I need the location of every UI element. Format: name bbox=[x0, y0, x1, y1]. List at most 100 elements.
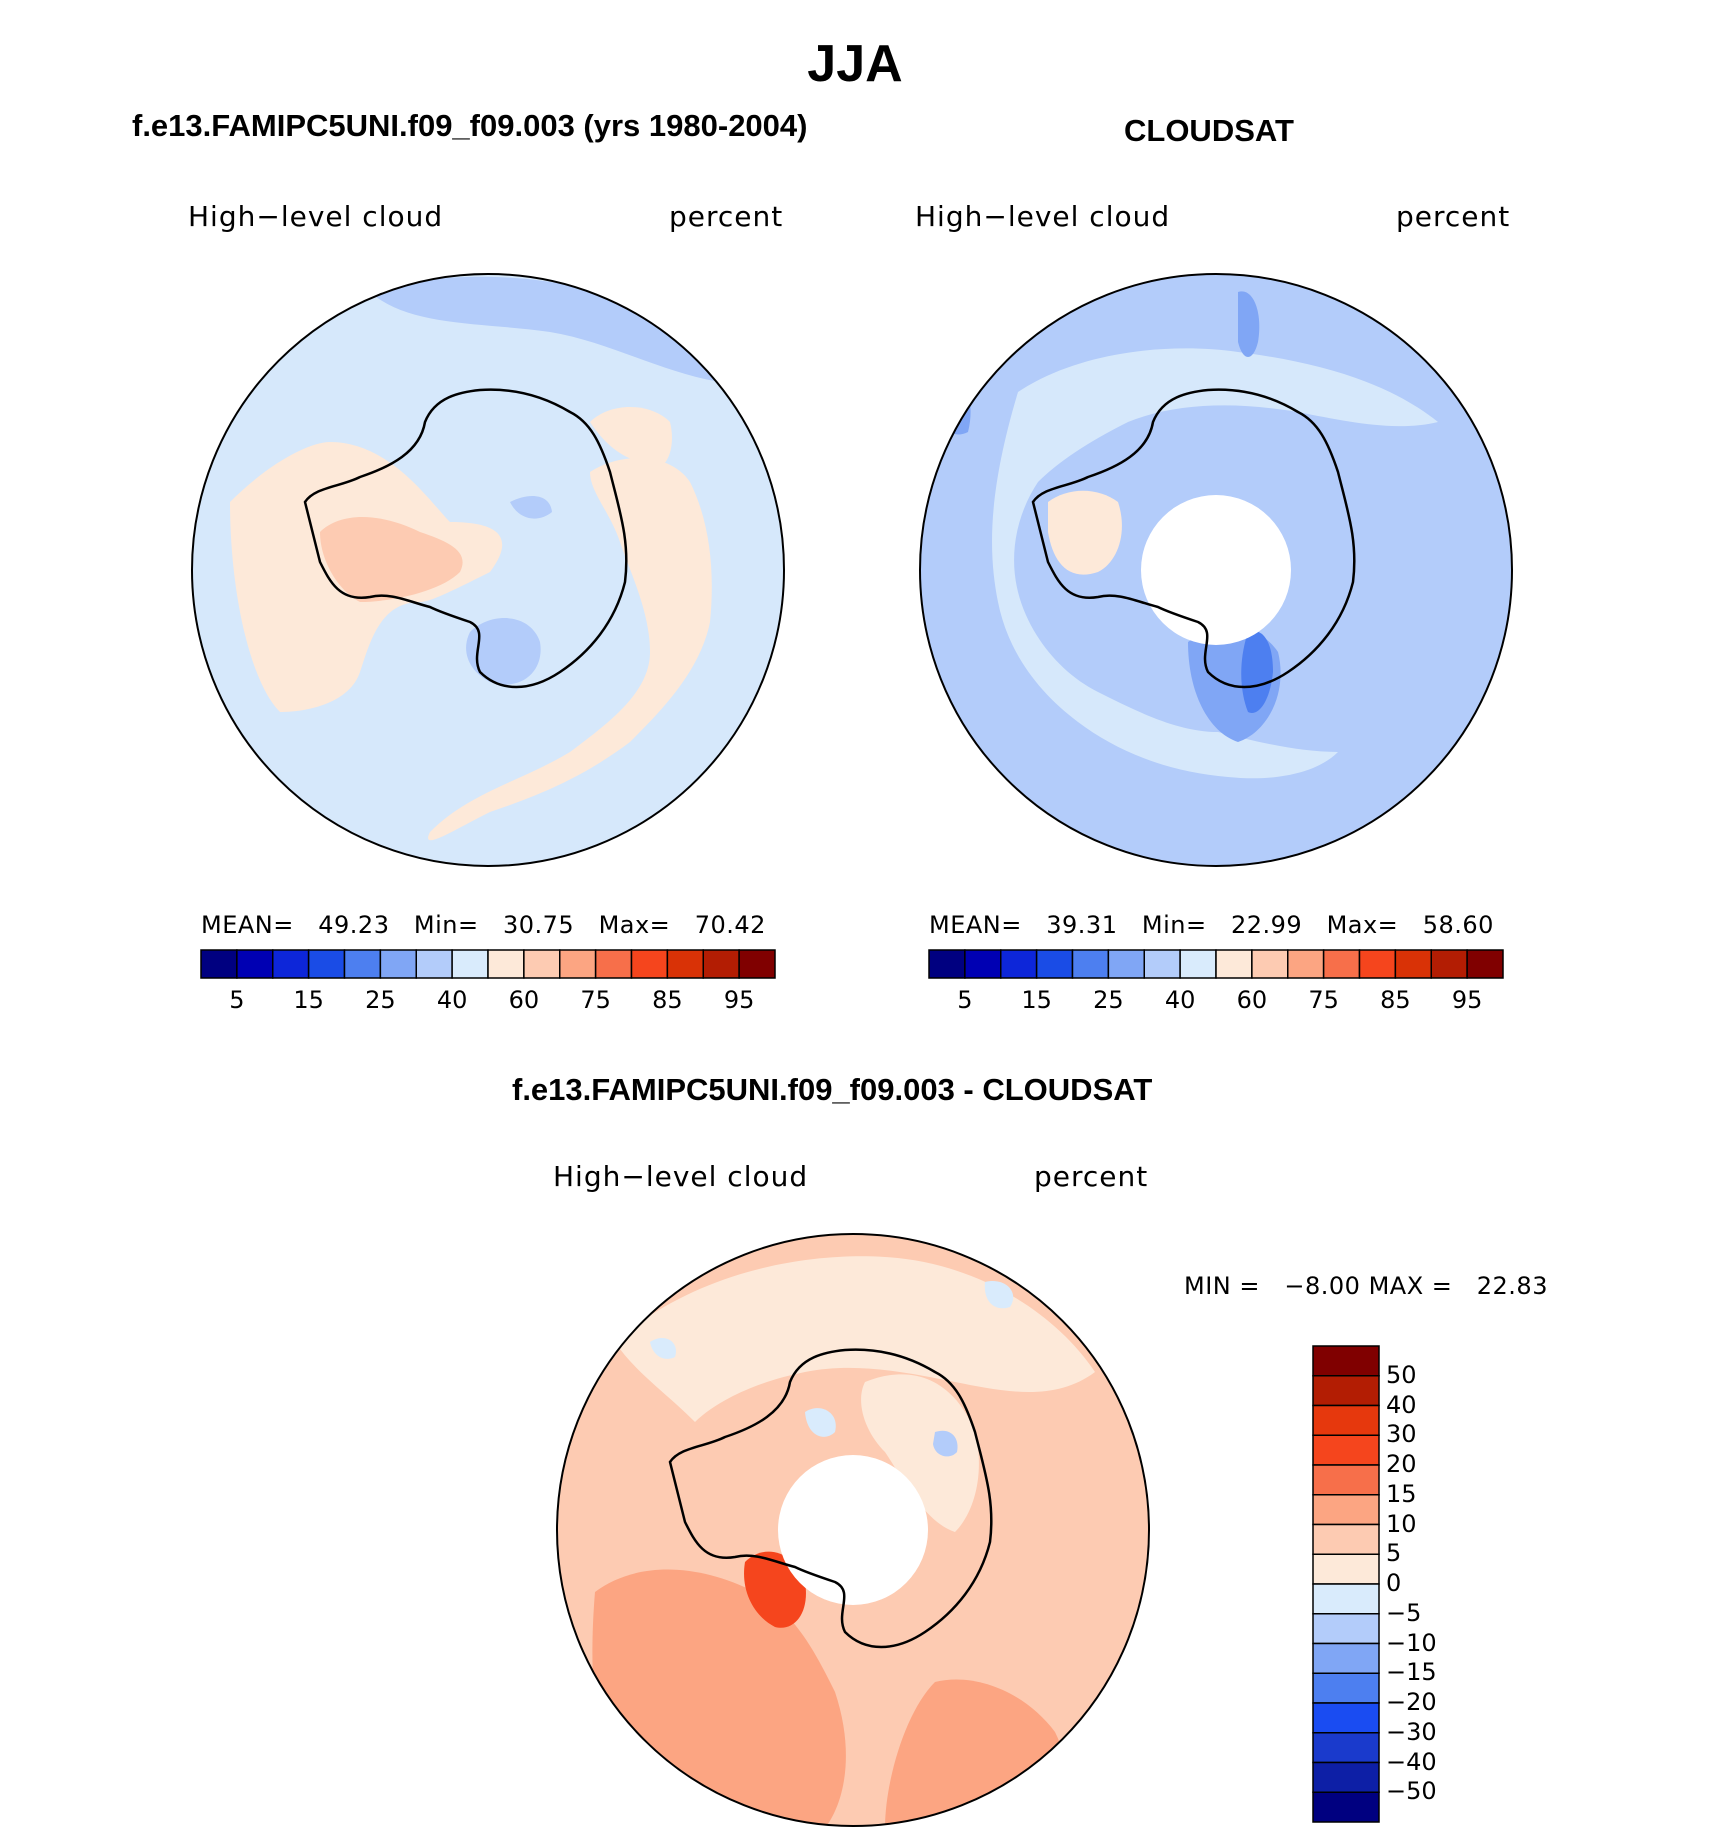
colorbar-swatch bbox=[1312, 1404, 1380, 1436]
diff-wa-blue bbox=[805, 1408, 836, 1437]
model-max-label: Max= bbox=[598, 911, 671, 939]
colorbar-tick-label: −50 bbox=[1386, 1777, 1437, 1806]
colorbar-swatch bbox=[702, 949, 740, 979]
colorbar-swatch bbox=[1312, 1672, 1380, 1704]
colorbar-swatch bbox=[630, 949, 669, 979]
figure-title: JJA bbox=[807, 35, 903, 93]
colorbar-tick-label: 40 bbox=[1164, 986, 1196, 1014]
colorbar-swatch bbox=[1143, 949, 1181, 979]
colorbar-tick-label: 20 bbox=[1386, 1450, 1417, 1478]
colorbar-tick-label: 40 bbox=[1386, 1390, 1417, 1419]
model-polar-map bbox=[191, 273, 785, 867]
obs-west-peach bbox=[1048, 490, 1122, 575]
colorbar-swatch bbox=[415, 949, 453, 979]
obs-west-streak bbox=[928, 370, 971, 435]
diff-min-value: −8.00 bbox=[1284, 1272, 1361, 1300]
colorbar-tick-label: 50 bbox=[1386, 1360, 1417, 1389]
colorbar-tick-label: 85 bbox=[652, 986, 683, 1014]
colorbar-tick-label: 30 bbox=[1386, 1420, 1417, 1449]
obs-panel-title: CLOUDSAT bbox=[1124, 113, 1294, 148]
obs-mean-label: MEAN= bbox=[929, 911, 1022, 939]
colorbar-swatch bbox=[1312, 1434, 1380, 1466]
colorbar-swatch bbox=[1071, 949, 1110, 979]
colorbar-swatch bbox=[1394, 949, 1432, 979]
model-min-label: Min= bbox=[413, 911, 479, 939]
colorbar-swatch bbox=[1312, 1761, 1380, 1793]
model-east-blue bbox=[510, 496, 552, 519]
obs-polar-gap bbox=[1141, 495, 1291, 645]
diff-minmax: MIN = −8.00 MAX = 22.83 bbox=[1184, 1272, 1548, 1300]
colorbar-tick-label: 5 bbox=[229, 986, 245, 1014]
diff-north-pale bbox=[615, 1256, 1095, 1422]
colorbar-tick-label: 0 bbox=[1386, 1569, 1402, 1597]
colorbar-swatch bbox=[1312, 1732, 1380, 1764]
model-north-band bbox=[370, 276, 720, 382]
colorbar-swatch bbox=[523, 949, 561, 979]
colorbar-tick-label: 85 bbox=[1380, 986, 1411, 1014]
colorbar-tick-label: 75 bbox=[1308, 986, 1339, 1014]
colorbar-swatch bbox=[1466, 949, 1504, 979]
colorbar-swatch bbox=[738, 949, 776, 979]
colorbar-tick-label: −20 bbox=[1386, 1688, 1437, 1716]
diff-north-blue-2 bbox=[984, 1281, 1014, 1309]
antarctica-coastline bbox=[668, 1348, 993, 1649]
colorbar-swatch bbox=[964, 949, 1002, 979]
model-min-value: 30.75 bbox=[502, 911, 575, 939]
colorbar-tick-label: 5 bbox=[957, 986, 973, 1014]
diff-variable-label: High−level cloud bbox=[553, 1160, 809, 1193]
model-panel-title: f.e13.FAMIPC5UNI.f09_f09.003 (yrs 1980-2… bbox=[132, 108, 808, 143]
colorbar-swatch bbox=[1035, 949, 1074, 979]
colorbar-swatch bbox=[1000, 949, 1038, 979]
colorbar-swatch bbox=[487, 949, 525, 979]
colorbar-swatch bbox=[1251, 949, 1289, 979]
obs-colorbar bbox=[928, 949, 1504, 979]
model-colorbar bbox=[200, 949, 776, 979]
colorbar-swatch bbox=[200, 949, 238, 979]
diff-east-blue bbox=[933, 1430, 958, 1457]
colorbar-swatch bbox=[1312, 1583, 1380, 1615]
diff-max-value: 22.83 bbox=[1476, 1272, 1548, 1300]
colorbar-swatch bbox=[1358, 949, 1397, 979]
diff-min-label: MIN = bbox=[1184, 1272, 1260, 1300]
model-east-peach bbox=[428, 458, 712, 841]
colorbar-tick-label: 15 bbox=[1386, 1479, 1417, 1508]
colorbar-swatch bbox=[1107, 949, 1145, 979]
colorbar-tick-label: 5 bbox=[1386, 1539, 1402, 1568]
colorbar-swatch bbox=[272, 949, 310, 979]
colorbar-swatch bbox=[1312, 1375, 1380, 1407]
obs-max-value: 58.60 bbox=[1422, 911, 1494, 939]
colorbar-swatch bbox=[1312, 1464, 1380, 1496]
antarctica-coastline bbox=[303, 388, 628, 689]
obs-units-label: percent bbox=[1396, 200, 1511, 233]
antarctica-coastline bbox=[1031, 388, 1356, 689]
obs-max-label: Max= bbox=[1326, 911, 1399, 939]
colorbar-swatch bbox=[928, 949, 966, 979]
colorbar-tick-label: −15 bbox=[1386, 1658, 1437, 1687]
colorbar-swatch bbox=[1312, 1702, 1380, 1734]
colorbar-tick-label: 40 bbox=[436, 986, 468, 1014]
obs-min-label: Min= bbox=[1141, 911, 1207, 939]
model-mean-label: MEAN= bbox=[201, 911, 294, 939]
colorbar-tick-label: 25 bbox=[365, 986, 396, 1014]
colorbar-swatch bbox=[451, 949, 489, 979]
obs-min-value: 22.99 bbox=[1230, 911, 1303, 939]
colorbar-tick-label: 60 bbox=[1236, 986, 1268, 1014]
colorbar-swatch bbox=[1312, 1494, 1380, 1526]
colorbar-tick-label: −40 bbox=[1386, 1747, 1437, 1776]
colorbar-swatch bbox=[307, 949, 346, 979]
model-variable-label: High−level cloud bbox=[188, 200, 444, 233]
colorbar-tick-label: 10 bbox=[1386, 1509, 1417, 1538]
diff-panel-title: f.e13.FAMIPC5UNI.f09_f09.003 - CLOUDSAT bbox=[512, 1072, 1153, 1107]
colorbar-swatch bbox=[1322, 949, 1361, 979]
obs-polar-map bbox=[919, 273, 1513, 867]
obs-stats: MEAN= 39.31 Min= 22.99 Max= 58.60 bbox=[929, 911, 1494, 939]
model-wa-salmon bbox=[320, 517, 463, 602]
model-max-value: 70.42 bbox=[694, 911, 766, 939]
colorbar-swatch bbox=[594, 949, 633, 979]
model-mean-value: 49.23 bbox=[318, 911, 390, 939]
colorbar-tick-label: −5 bbox=[1386, 1598, 1422, 1627]
colorbar-swatch bbox=[1312, 1523, 1380, 1555]
model-ross-blue bbox=[466, 618, 541, 685]
diff-polar-map bbox=[556, 1233, 1150, 1827]
colorbar-swatch bbox=[1287, 949, 1325, 979]
